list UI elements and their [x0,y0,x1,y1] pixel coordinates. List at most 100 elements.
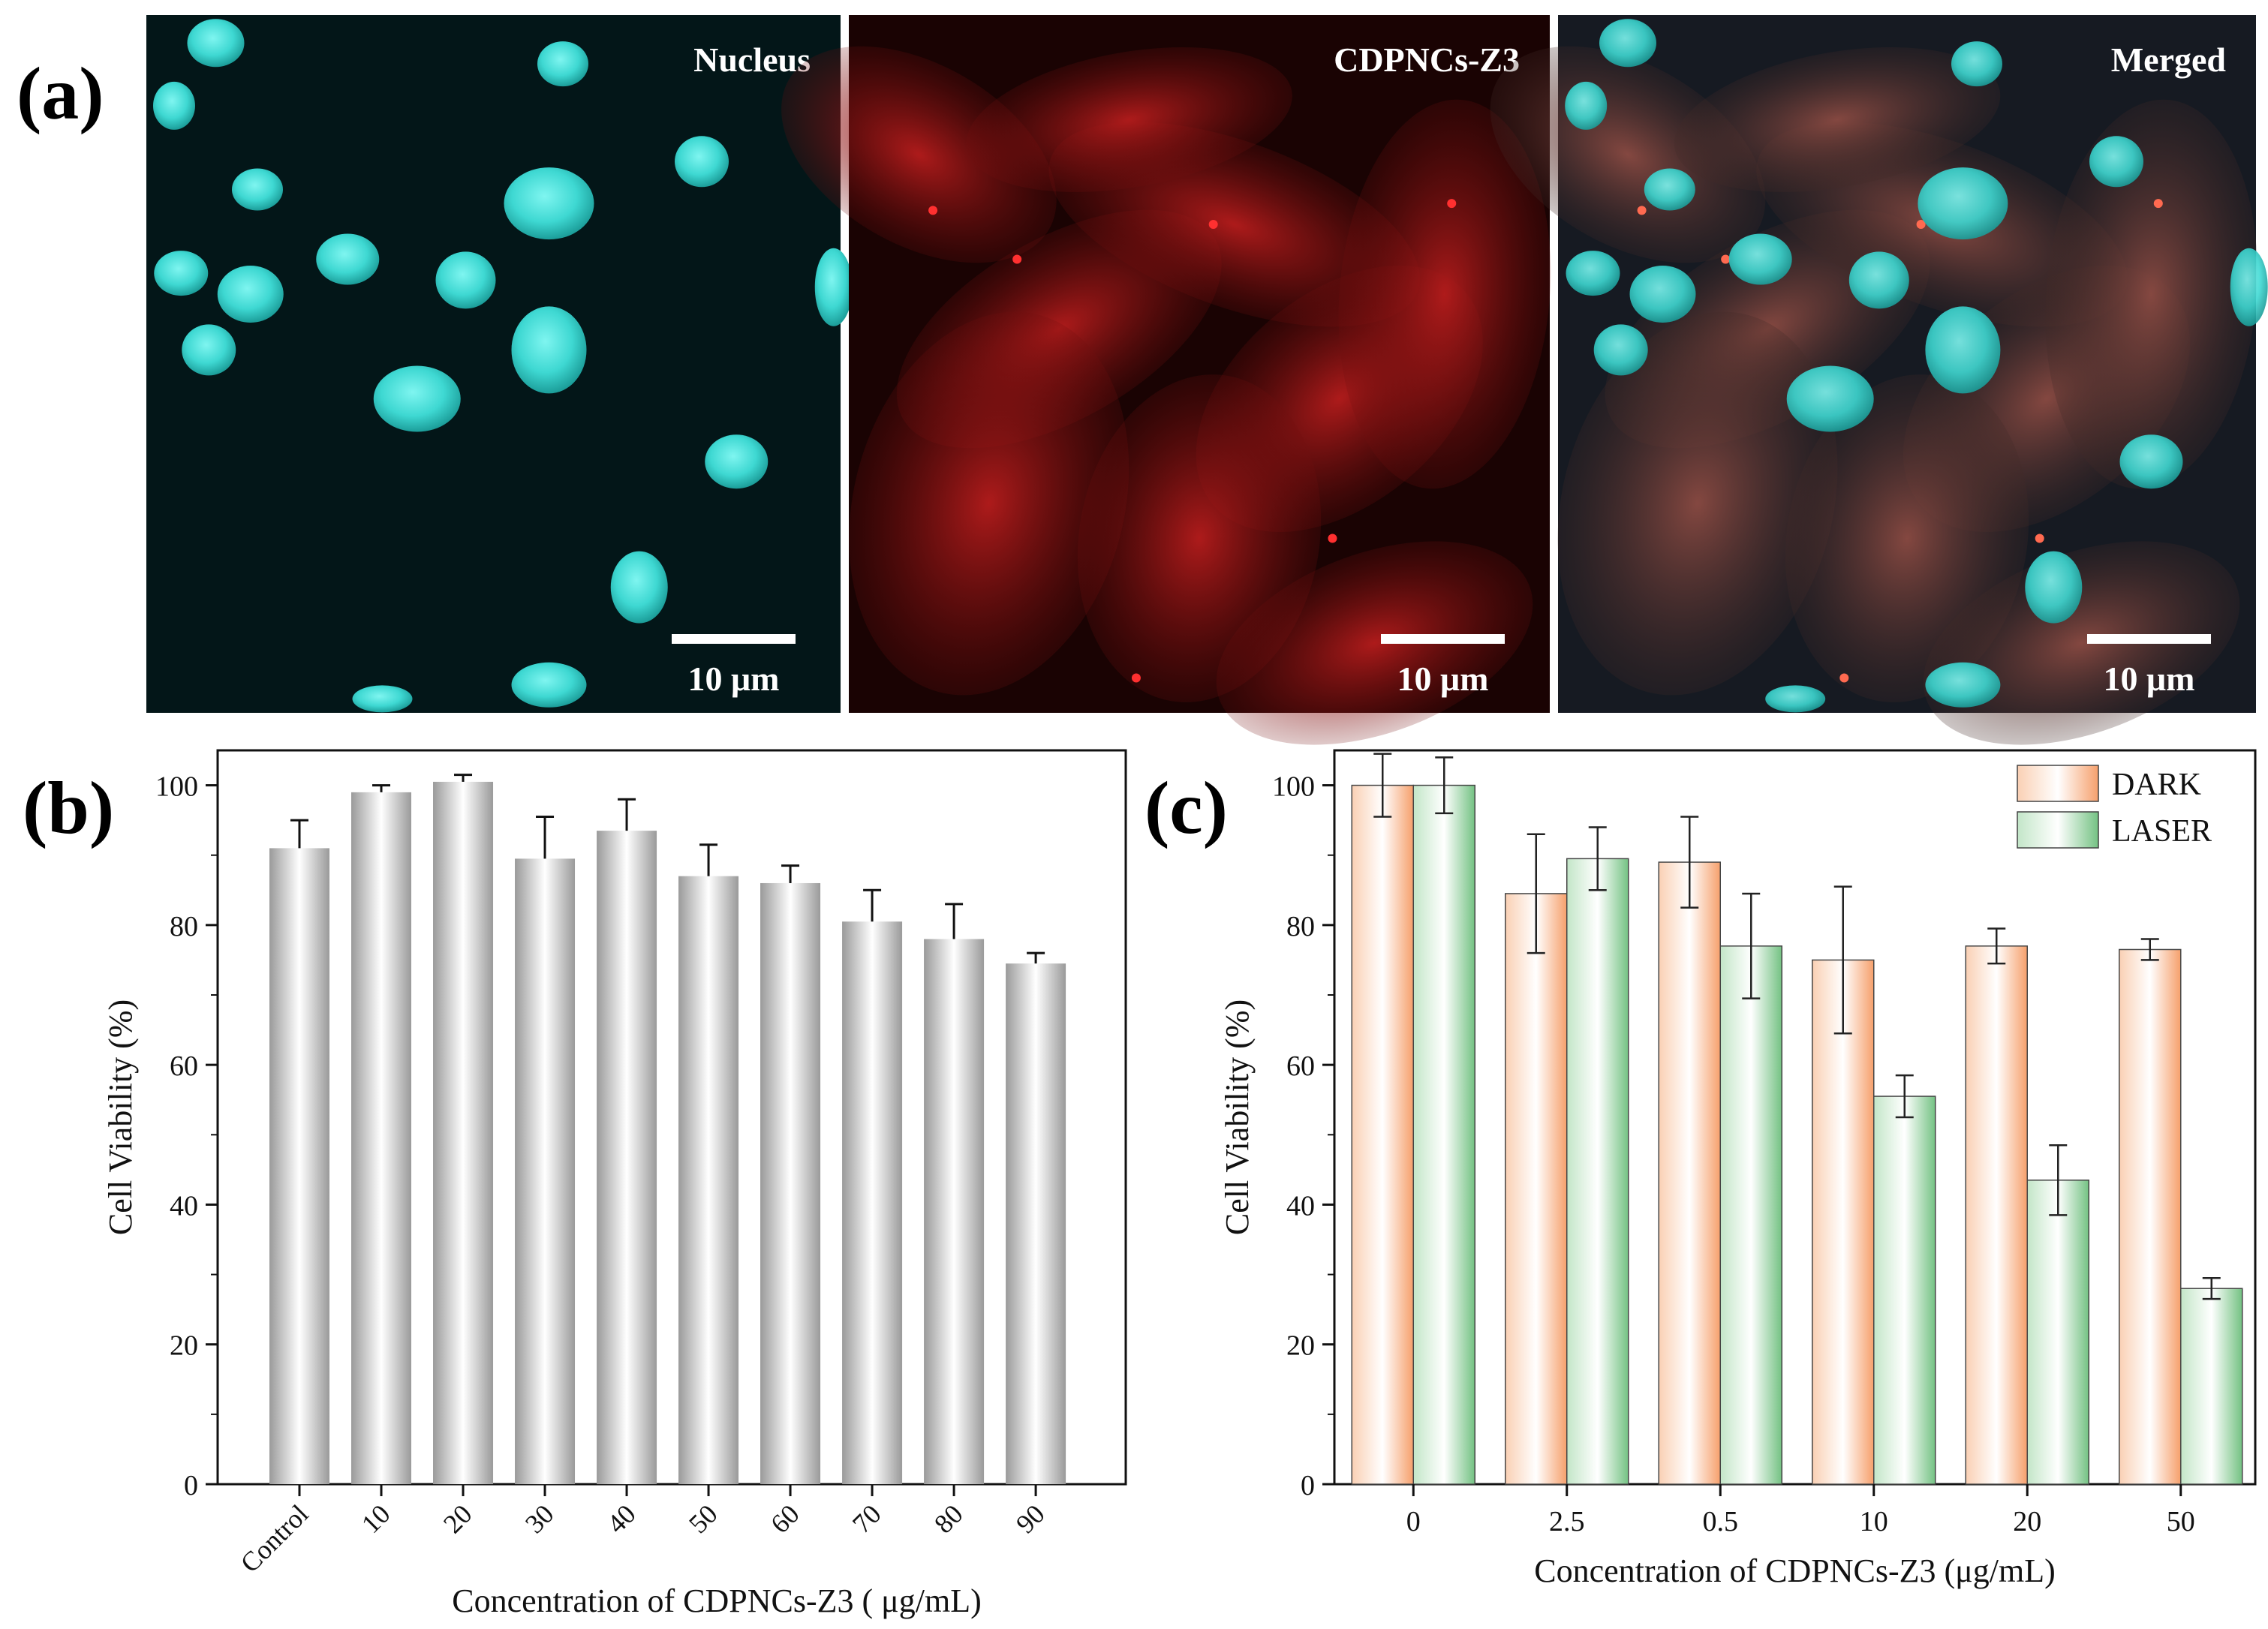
nucleus-blob [1629,266,1696,323]
nucleus-blob [187,19,245,68]
puncta [1916,220,1926,229]
x-tick-label: 20 [2013,1506,2041,1537]
cell-body [781,46,1057,263]
cell-body [1674,47,2001,193]
y-axis-title: Cell Viability (%) [102,999,139,1235]
y-tick-label: 20 [170,1330,198,1362]
y-tick-label: 20 [1286,1330,1315,1362]
y-tick-label: 80 [1286,911,1315,942]
legend-label: DARK [2112,768,2201,802]
bar-dark [1812,959,1875,1485]
nucleus-blob [511,306,587,394]
nucleus-blob [2119,434,2183,489]
nucleus-blob [705,434,769,489]
nucleus-blob [232,168,283,211]
micrograph-background [146,15,841,713]
nucleus-blob [373,365,461,432]
cell-body [1338,99,1551,489]
legend-label: LASER [2112,814,2212,849]
plot-frame [216,749,1127,1486]
x-tick-label: 10 [1860,1506,1888,1537]
x-tick-label: Control [235,1498,314,1578]
panel-a-letter: (a) [17,52,104,135]
bar [1006,963,1066,1484]
x-axis-title: Concentration of CDPNCs-Z3 (μg/mL) [1534,1552,2056,1589]
puncta [1447,199,1457,209]
cell-body [1557,311,1838,696]
nucleus-blob [1925,306,2001,394]
plot-frame [1333,749,2257,1486]
nucleus-blob [675,136,729,188]
bar [269,848,330,1484]
puncta [1839,673,1849,683]
nucleus-blob [352,685,413,713]
nucleus-blob [1593,324,1648,376]
bar [760,882,821,1484]
bar [515,858,576,1484]
nucleus-blob [153,81,195,130]
micrograph-nucleus: Nucleus 10 μm [146,15,853,713]
bar-laser [1719,945,1782,1485]
nucleus-blob [316,233,380,285]
puncta [1328,533,1337,543]
y-tick-label: 60 [170,1050,198,1082]
micrograph-panel: Nucleus 10 μm CDPNCs-Z3 10 μm Merged 10 μm [146,15,2268,745]
x-tick-label: 30 [519,1498,560,1539]
x-axis-title: Concentration of CDPNCs-Z3 ( μg/mL) [452,1582,982,1619]
scale-bar-label: 10 μm [688,660,780,698]
nucleus-blob [154,251,209,296]
x-tick-label: 50 [2167,1506,2195,1537]
bar-laser [1873,1096,1936,1485]
bar [924,939,985,1484]
nucleus-blob [1765,685,1826,713]
nucleus-blob [1566,251,1620,296]
micrograph-merged: Merged 10 μm [1490,15,2268,745]
y-tick-label: 80 [170,911,198,942]
cell-body [966,47,1292,193]
nucleus-blob [435,251,496,309]
nucleus-blob [1848,251,1909,309]
nucleus-blob [1599,19,1656,68]
x-tick-label: 80 [928,1498,969,1539]
puncta [928,206,938,215]
nucleus-blob [1728,233,1792,285]
x-tick-label: 0 [1406,1506,1421,1537]
cell-body [1490,46,1766,263]
puncta [1012,254,1022,264]
nucleus-blob [1644,168,1695,211]
bar-dark [2119,948,2182,1485]
nucleus-blob [182,324,236,376]
nucleus-blob [1925,662,2001,708]
cell-body [849,311,1129,696]
micrograph-label: Merged [2111,41,2227,79]
nucleus-blob [511,662,587,708]
bar-dark [1351,784,1414,1485]
cell-body [1923,541,2240,745]
y-tick-label: 60 [1286,1050,1315,1082]
bar-laser [2180,1288,2243,1485]
puncta [2153,199,2163,209]
x-tick-label: 0.5 [1703,1506,1739,1537]
y-tick-label: 100 [155,771,198,803]
nucleus-blob [2025,551,2083,624]
x-tick-label: 90 [1010,1498,1051,1539]
bar [433,781,494,1484]
x-tick-label: 70 [847,1498,887,1539]
chart-b: 0 20 40 60 80 100 Cell Viability (%) Control 10 2… [102,749,1127,1619]
nucleus-blob [814,248,853,326]
puncta [1637,206,1647,215]
puncta [1131,673,1141,683]
y-tick-label: 40 [1286,1190,1315,1222]
cell-body [1216,541,1533,745]
y-tick-label: 40 [170,1190,198,1222]
y-axis-title: Cell Viability (%) [1219,999,1256,1235]
nucleus-blob [537,41,588,87]
bar-dark [1505,893,1568,1485]
scale-bar [1381,634,1505,644]
bar [351,792,412,1484]
nucleus-blob [1918,167,2008,240]
panel-c-letter: (c) [1145,766,1228,849]
scale-bar-label: 10 μm [2104,660,2195,698]
x-tick-label: 20 [438,1498,478,1539]
